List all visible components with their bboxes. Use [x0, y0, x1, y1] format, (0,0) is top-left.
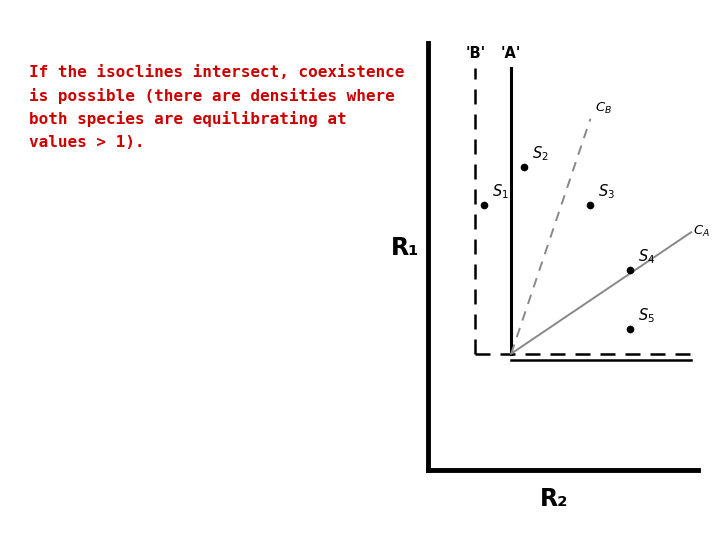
- Text: 'B': 'B': [465, 46, 485, 61]
- Text: $S_{1}$: $S_{1}$: [492, 182, 508, 201]
- Text: $S_{3}$: $S_{3}$: [598, 182, 615, 201]
- Text: 'A': 'A': [501, 46, 521, 61]
- Text: If the isoclines intersect, coexistence
is possible (there are densities where
b: If the isoclines intersect, coexistence …: [29, 65, 404, 150]
- Text: $S_{4}$: $S_{4}$: [638, 247, 655, 266]
- Text: $C_A$: $C_A$: [693, 224, 711, 239]
- Text: R₁: R₁: [390, 237, 419, 260]
- Text: $S_{2}$: $S_{2}$: [532, 144, 549, 163]
- Text: $S_{5}$: $S_{5}$: [638, 306, 654, 325]
- Text: R₂: R₂: [540, 488, 569, 511]
- Text: $C_B$: $C_B$: [595, 101, 612, 116]
